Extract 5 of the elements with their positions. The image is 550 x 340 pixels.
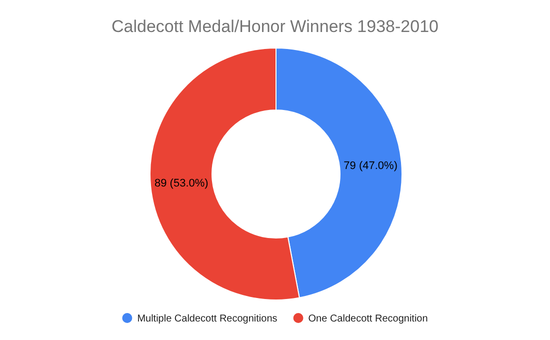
legend-label: Multiple Caldecott Recognitions xyxy=(137,314,278,324)
chart-title: Caldecott Medal/Honor Winners 1938-2010 xyxy=(112,17,438,36)
legend-label: One Caldecott Recognition xyxy=(308,314,428,324)
data-label: 89 (53.0%) xyxy=(154,178,208,190)
data-label: 79 (47.0%) xyxy=(344,160,398,172)
